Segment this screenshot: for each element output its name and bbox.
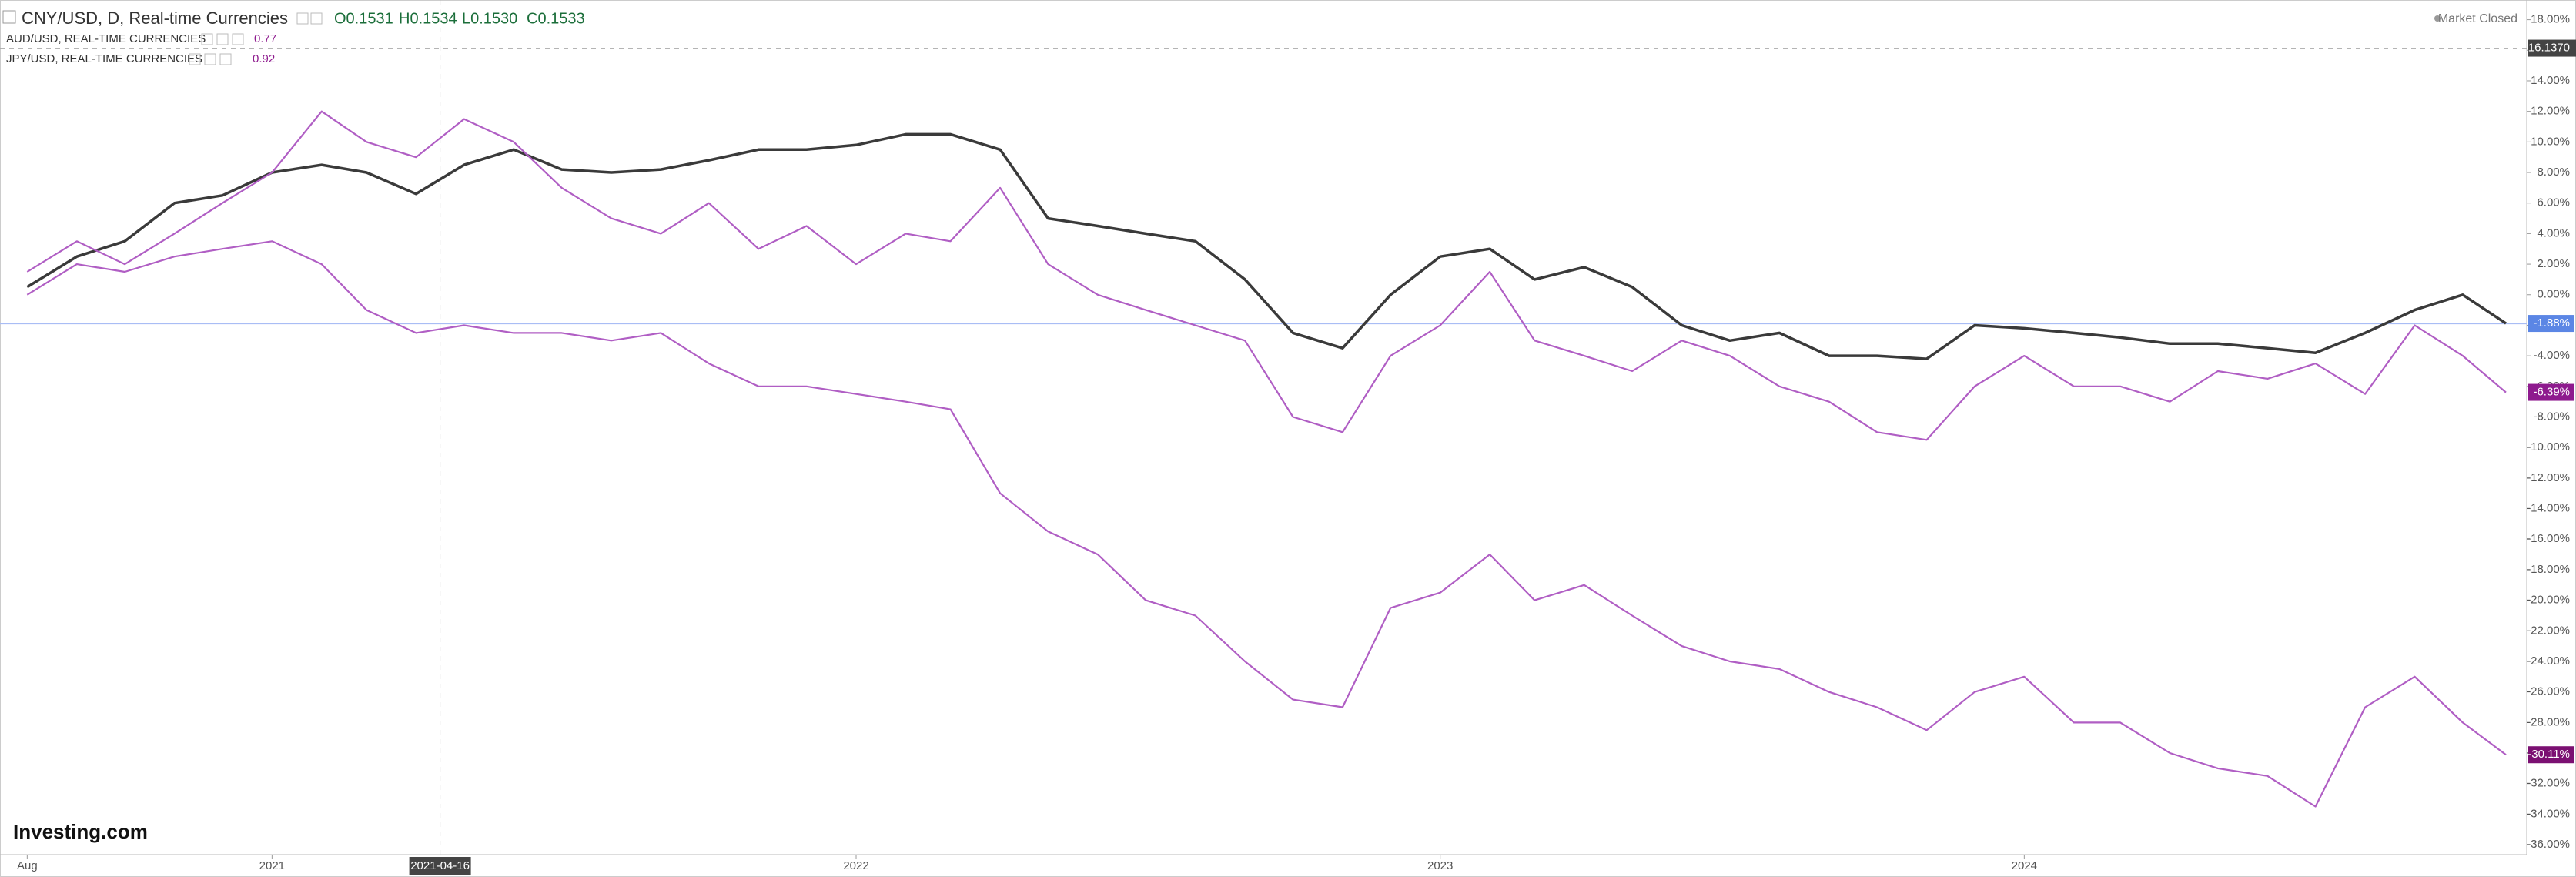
ohlc-open: O0.1531 [334,10,393,27]
ohlc-close: C0.1533 [527,10,585,27]
y-tick-label: -10.00% [2527,440,2570,454]
y-tick-label: 8.00% [2537,166,2570,179]
x-tick-label: Aug [17,859,38,872]
crosshair-x-label: 2021-04-16 [410,859,470,872]
series-line [26,240,2507,808]
ohlc-high: H0.1534 [399,10,457,27]
legend-value: 0.77 [254,32,276,45]
crosshair-y-label: 16.1370 [2528,42,2570,55]
y-tick-label: -8.00% [2533,410,2570,423]
y-tick-label: 14.00% [2531,74,2570,87]
y-tick-label: -26.00% [2527,685,2570,698]
market-status: Market Closed [2438,12,2517,25]
collapse-icon[interactable] [2,10,16,24]
y-tick-label: -34.00% [2527,807,2570,820]
y-tick-label: -32.00% [2527,777,2570,790]
last-value-label: -6.39% [2533,386,2570,399]
y-tick-label: 12.00% [2531,105,2570,118]
y-tick-label: -28.00% [2527,715,2570,728]
legend-icons [201,33,244,45]
x-tick-label: 2023 [1427,859,1453,872]
y-tick-label: -12.00% [2527,471,2570,484]
legend-name: AUD/USD, REAL-TIME CURRENCIES [6,32,206,45]
series-title: CNY/USD, D, Real-time Currencies [22,8,288,28]
logo: Investing.com [13,820,148,843]
legend-value: 0.92 [253,52,275,65]
x-tick-label: 2021 [259,859,285,872]
status-dot [2434,15,2441,22]
y-tick-label: 10.00% [2531,135,2570,148]
series-line [26,132,2507,360]
x-tick-label: 2024 [2012,859,2037,872]
legend-name: JPY/USD, REAL-TIME CURRENCIES [6,52,202,65]
y-tick-label: 18.00% [2531,13,2570,26]
series-icons [296,12,323,25]
y-tick-label: 4.00% [2537,226,2570,239]
crosshair-x-box [409,857,471,875]
y-tick-label: -36.00% [2527,838,2570,851]
last-value-label: -30.11% [2527,748,2570,761]
last-value-box [2528,315,2574,333]
y-tick-label: -14.00% [2527,502,2570,515]
x-tick-label: 2022 [843,859,868,872]
y-tick-label: -20.00% [2527,594,2570,607]
y-tick-label: 6.00% [2537,196,2570,209]
y-tick-label: -4.00% [2533,349,2570,362]
crosshair-y-box [2528,39,2576,57]
y-tick-label: -18.00% [2527,563,2570,576]
last-value-box [2528,383,2574,401]
y-tick-label: -22.00% [2527,624,2570,637]
y-tick-label: -24.00% [2527,654,2570,668]
last-value-box [2528,746,2574,764]
y-tick-label: -16.00% [2527,532,2570,545]
ohlc-low: L0.1530 [462,10,517,27]
last-value-label: -1.88% [2533,316,2570,330]
y-tick-label: 2.00% [2537,257,2570,270]
series-line [26,110,2507,441]
y-tick-label: 0.00% [2537,288,2570,301]
legend-icons [189,53,232,65]
